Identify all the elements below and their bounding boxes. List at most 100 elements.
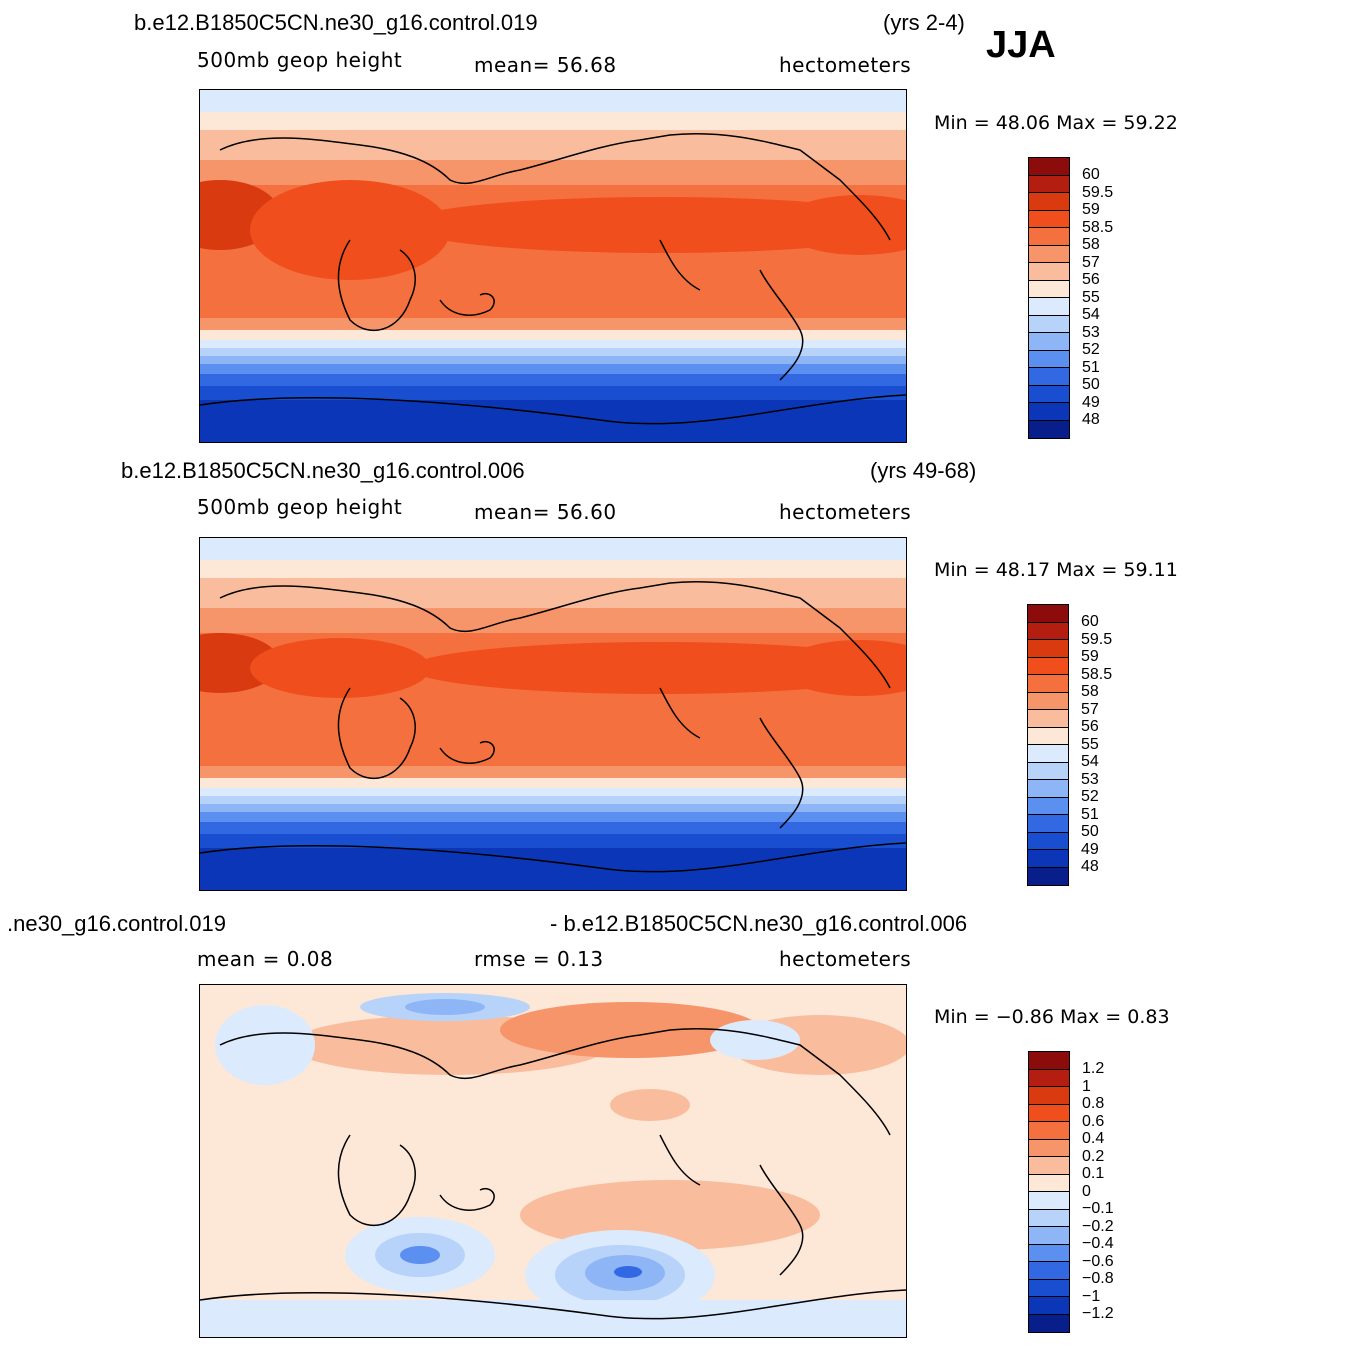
panel3-minmax: Min = −0.86 Max = 0.83: [934, 1006, 1170, 1028]
colorbar-cell: [1028, 832, 1068, 850]
colorbar-cell: [1029, 1297, 1069, 1315]
colorbar-cell: [1029, 1279, 1069, 1297]
colorbar-label: 59: [1082, 201, 1100, 218]
colorbar-cell: [1029, 315, 1069, 333]
colorbar-cell: [1028, 850, 1068, 868]
panel1-minmax: Min = 48.06 Max = 59.22: [934, 112, 1178, 134]
colorbar-cell: [1028, 797, 1068, 815]
colorbar-label: 56: [1082, 271, 1100, 288]
colorbar-label: 60: [1081, 613, 1099, 630]
panel3-case-left: .ne30_g16.control.019: [7, 911, 226, 936]
panel1-units: hectometers: [779, 53, 912, 77]
colorbar-cell: [1029, 1192, 1069, 1210]
colorbar-label: 0.1: [1082, 1165, 1105, 1182]
panel3-units: hectometers: [779, 947, 912, 971]
panel1-years: (yrs 2-4): [883, 10, 965, 35]
colorbar-label: 57: [1081, 700, 1099, 718]
colorbar-cell: [1029, 1139, 1069, 1157]
colorbar-label: 54: [1081, 753, 1099, 770]
colorbar-label: −0.4: [1082, 1235, 1114, 1252]
panel2-case-title: b.e12.B1850C5CN.ne30_g16.control.006: [121, 458, 525, 483]
colorbar-cell: [1029, 1069, 1069, 1087]
colorbar-label: 1.2: [1082, 1060, 1105, 1077]
colorbar-label: 49: [1081, 840, 1099, 858]
panel2-units: hectometers: [779, 500, 912, 524]
panel2-mean: mean= 56.60: [474, 500, 617, 524]
colorbar-label: 57: [1082, 253, 1100, 271]
colorbar-label: 58.5: [1082, 218, 1114, 236]
colorbar-cell: [1029, 420, 1069, 438]
panel1-mean: mean= 56.68: [474, 53, 617, 77]
colorbar-label: −0.2: [1082, 1217, 1114, 1235]
colorbar-label: 50: [1081, 823, 1099, 840]
colorbar-label: 58: [1082, 236, 1100, 253]
panel2-minmax: Min = 48.17 Max = 59.11: [934, 559, 1178, 581]
colorbar-cell: [1029, 333, 1069, 351]
panel3-rmse: rmse = 0.13: [474, 947, 604, 971]
colorbar-cell: [1029, 193, 1069, 211]
colorbar-cell: [1029, 228, 1069, 246]
colorbar-label: 56: [1081, 718, 1099, 735]
coastline-outline: [200, 1027, 906, 1320]
colorbar-label: 59: [1081, 648, 1099, 665]
colorbar-label: 0.2: [1082, 1147, 1105, 1165]
panel2-years: (yrs 49-68): [870, 458, 977, 483]
colorbar-label: 48: [1082, 411, 1100, 428]
colorbar-cell: [1028, 605, 1068, 623]
colorbar-label: 58.5: [1081, 665, 1113, 683]
colorbar-cell: [1028, 640, 1068, 658]
colorbar-label: −1: [1082, 1287, 1101, 1305]
colorbar-cell: [1028, 657, 1068, 675]
colorbar-cell: [1028, 622, 1068, 640]
colorbar-cell: [1029, 1087, 1069, 1105]
colorbar-cell: [1029, 350, 1069, 368]
colorbar-cell: [1029, 1209, 1069, 1227]
panel3-mean: mean = 0.08: [197, 947, 334, 971]
panel2-variable: 500mb geop height: [197, 495, 403, 519]
colorbar-cell: [1029, 210, 1069, 228]
colorbar-cell: [1028, 675, 1068, 693]
colorbar-cell: [1028, 762, 1068, 780]
colorbar-cell: [1029, 1157, 1069, 1175]
colorbar-cell: [1029, 1227, 1069, 1245]
colorbar-cell: [1029, 1262, 1069, 1280]
colorbar-cell: [1029, 1104, 1069, 1122]
colorbar-cell: [1028, 815, 1068, 833]
colorbar-label: 0.4: [1082, 1130, 1105, 1147]
colorbar-label: 58: [1081, 683, 1099, 700]
colorbar-label: 0: [1082, 1182, 1091, 1200]
colorbar-label: 53: [1082, 323, 1100, 341]
panel2-colorbar: [1027, 604, 1069, 886]
colorbar-cell: [1029, 1122, 1069, 1140]
colorbar-cell: [1029, 385, 1069, 403]
colorbar-label: 59.5: [1081, 630, 1113, 648]
colorbar-cell: [1028, 867, 1068, 885]
colorbar-cell: [1029, 1174, 1069, 1192]
panel3-case-right: - b.e12.B1850C5CN.ne30_g16.control.006: [550, 911, 968, 936]
panel1-variable: 500mb geop height: [197, 48, 403, 72]
colorbar-cell: [1029, 1052, 1069, 1070]
season-label: JJA: [986, 24, 1056, 66]
colorbar-cell: [1029, 175, 1069, 193]
colorbar-label: 53: [1081, 770, 1099, 788]
colorbar-cell: [1029, 280, 1069, 298]
panel3-colorbar: [1028, 1051, 1070, 1333]
panel1-case-title: b.e12.B1850C5CN.ne30_g16.control.019: [134, 10, 538, 35]
colorbar-cell: [1029, 298, 1069, 316]
panel2-map: [199, 537, 907, 891]
colorbar-cell: [1029, 263, 1069, 281]
colorbar-label: 1: [1082, 1077, 1091, 1095]
colorbar-label: −0.1: [1082, 1200, 1114, 1217]
colorbar-label: 48: [1081, 858, 1099, 875]
panel3-map: [199, 984, 907, 1338]
colorbar-cell: [1029, 158, 1069, 176]
panel2-contour-field: [200, 538, 906, 890]
coastline-outline: [200, 580, 906, 873]
colorbar-label: 55: [1082, 288, 1100, 306]
colorbar-label: 0.6: [1082, 1112, 1105, 1130]
colorbar-label: 0.8: [1082, 1095, 1105, 1112]
colorbar-label: −1.2: [1082, 1305, 1114, 1322]
colorbar-label: 60: [1082, 166, 1100, 183]
colorbar-cell: [1028, 780, 1068, 798]
colorbar-label: 55: [1081, 735, 1099, 753]
